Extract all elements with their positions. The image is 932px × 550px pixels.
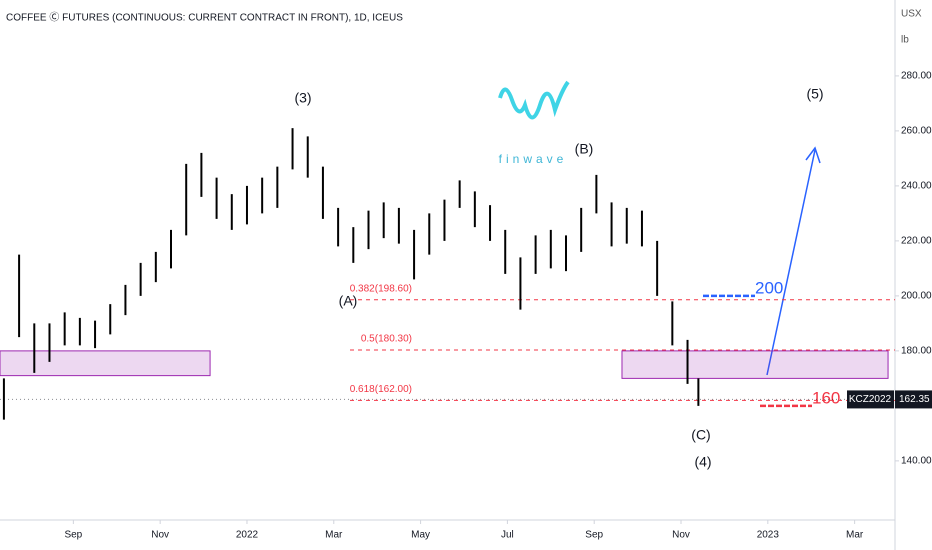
x-tick-label: May <box>411 530 430 541</box>
wave-label: (C) <box>691 427 710 443</box>
unit-label: USX <box>901 9 922 20</box>
wave-label: (B) <box>575 141 594 157</box>
forecast-arrow <box>766 146 821 376</box>
x-tick-label: Mar <box>325 530 343 541</box>
x-tick-label: Sep <box>64 530 82 541</box>
chart-title: COFFEE Ⓒ FUTURES (CONTINUOUS: CURRENT CO… <box>6 12 403 24</box>
x-tick-label: Jul <box>501 530 514 541</box>
logo-text: finwave <box>499 152 568 166</box>
wave-label: (3) <box>294 90 311 106</box>
y-tick-label: 200.00 <box>901 291 932 302</box>
support-zone <box>0 350 211 377</box>
x-tick-label: Nov <box>672 530 690 541</box>
x-tick-label: Sep <box>585 530 603 541</box>
y-tick-label: 280.00 <box>901 71 932 82</box>
last-price-label: 162.35 <box>899 394 930 405</box>
wave-label: (A) <box>339 293 358 309</box>
x-tick-label: 2023 <box>757 530 780 541</box>
x-tick-label: Nov <box>151 530 169 541</box>
x-tick-label: Mar <box>846 530 864 541</box>
wave-label: (5) <box>806 86 823 102</box>
arrow-line <box>766 149 816 376</box>
x-tick-label: 2022 <box>236 530 259 541</box>
unit-label: lb <box>901 35 909 46</box>
target-label: 160 <box>812 388 840 407</box>
y-tick-label: 220.00 <box>901 236 932 247</box>
target-label: 200 <box>755 278 783 297</box>
y-tick-label: 240.00 <box>901 181 932 192</box>
price-badge <box>895 390 932 409</box>
support-zone <box>621 350 889 379</box>
fib-label: 0.618(162.00) <box>350 384 412 395</box>
y-tick-label: 140.00 <box>901 456 932 467</box>
y-tick-label: 180.00 <box>901 346 932 357</box>
arrow-head <box>805 146 821 164</box>
symbol-badge <box>847 390 894 409</box>
logo: finwave <box>498 80 570 166</box>
fib-label: 0.382(198.60) <box>350 283 412 294</box>
wave-label: (4) <box>694 454 711 470</box>
y-tick-label: 260.00 <box>901 126 932 137</box>
logo-wave <box>498 80 570 120</box>
symbol-label: KCZ2022 <box>849 394 892 405</box>
fib-label: 0.5(180.30) <box>361 334 412 345</box>
